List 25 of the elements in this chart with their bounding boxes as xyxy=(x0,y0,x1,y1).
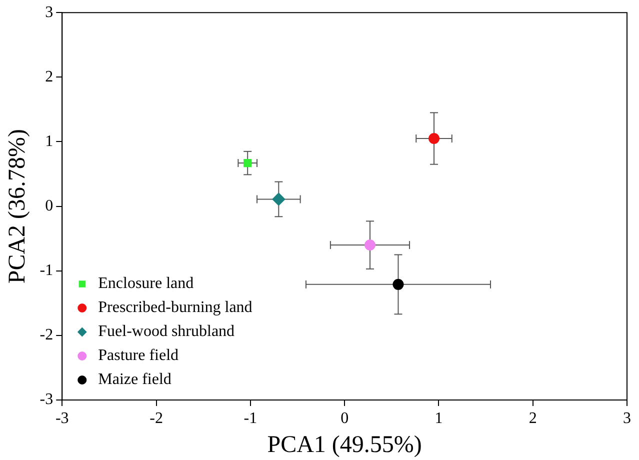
y-axis-title: PCA2 (36.78%) xyxy=(4,128,31,284)
point xyxy=(392,278,404,290)
legend-label: Pasture field xyxy=(98,347,179,364)
legend-label: Prescribed-burning land xyxy=(98,299,252,316)
legend-label: Fuel-wood shrubland xyxy=(98,323,235,340)
x-tick-label: 0 xyxy=(340,410,349,427)
y-tick-label: 3 xyxy=(45,4,54,21)
y-tick-label: -3 xyxy=(40,391,54,408)
y-tick-label: 1 xyxy=(45,132,54,150)
y-tick-label: 0 xyxy=(45,198,54,215)
x-tick-label: 3 xyxy=(623,410,631,427)
y-tick-label: 2 xyxy=(45,68,54,86)
point xyxy=(272,192,286,206)
legend-label: Maize field xyxy=(98,371,172,388)
x-tick-label: 2 xyxy=(528,410,537,427)
x-tick-label: -1 xyxy=(244,410,258,427)
x-axis-title: PCA1 (49.55%) xyxy=(267,432,422,458)
y-tick-label: -1 xyxy=(40,262,54,280)
legend-label: Enclosure land xyxy=(98,275,194,292)
point xyxy=(244,159,252,168)
point xyxy=(364,240,376,251)
y-tick-label: -2 xyxy=(40,326,54,344)
x-tick-label: -2 xyxy=(150,410,163,427)
x-tick-label: 1 xyxy=(434,410,443,427)
point xyxy=(428,133,440,144)
